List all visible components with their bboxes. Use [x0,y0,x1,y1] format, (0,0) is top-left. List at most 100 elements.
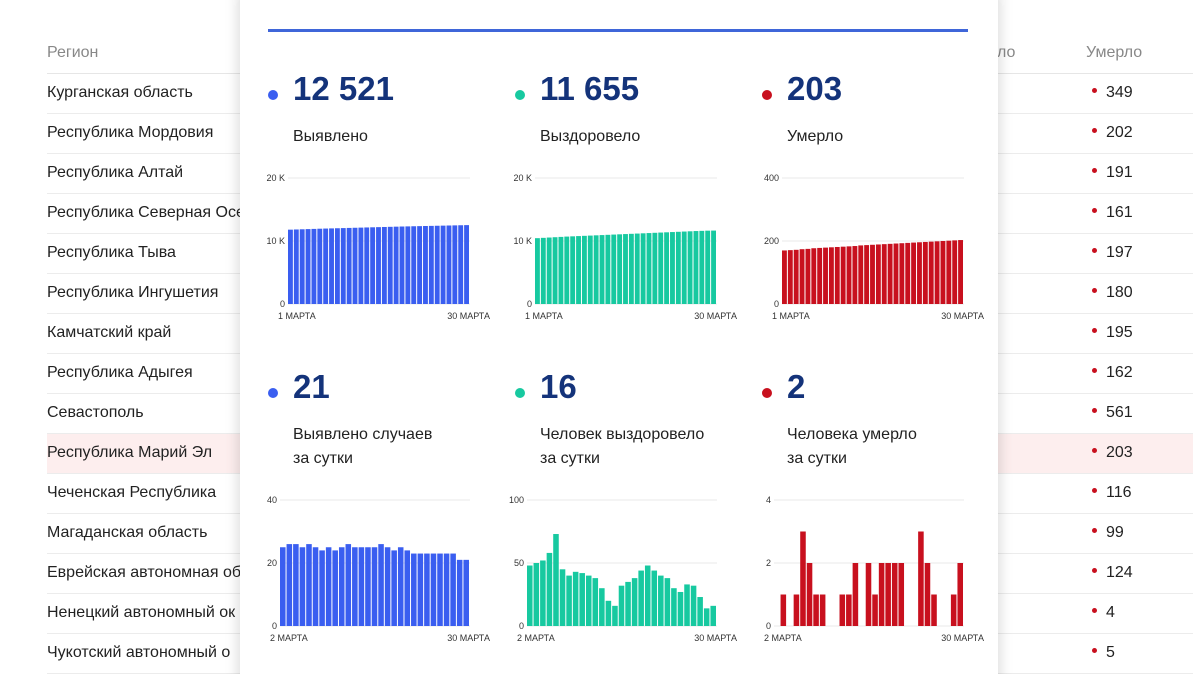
chart-bar[interactable] [464,225,469,304]
chart-bar[interactable] [319,550,325,626]
chart-bar[interactable] [675,231,681,304]
chart-bar[interactable] [703,608,710,626]
chart-bar[interactable] [443,553,450,626]
chart-bar[interactable] [658,575,664,626]
chart-bar[interactable] [553,534,559,626]
chart-bar[interactable] [806,563,813,626]
chart-bar[interactable] [646,233,652,304]
chart-bar[interactable] [437,553,443,626]
chart-bar[interactable] [430,553,437,626]
chart-bar[interactable] [687,231,693,304]
chart-bar[interactable] [579,573,585,626]
chart-bar[interactable] [710,605,716,626]
chart-bar[interactable] [952,240,958,304]
chart-bar[interactable] [458,225,464,304]
chart-bar[interactable] [450,553,456,626]
chart-bar[interactable] [787,250,793,304]
chart-bar[interactable] [581,235,587,304]
chart-bar[interactable] [527,565,533,626]
chart-bar[interactable] [424,553,430,626]
chart-bar[interactable] [381,226,387,304]
chart-bar[interactable] [428,225,434,304]
chart-bar[interactable] [345,544,352,626]
chart-bar[interactable] [899,243,905,304]
chart-bar[interactable] [887,243,893,304]
chart-bar[interactable] [599,588,605,626]
chart-bar[interactable] [711,230,716,304]
chart-bar[interactable] [813,594,819,627]
chart-bar[interactable] [306,544,312,626]
header-recovered[interactable]: ло [997,44,1016,61]
chart-bar[interactable] [558,236,564,304]
header-region[interactable]: Регион [47,44,99,61]
chart-bar[interactable] [423,226,428,304]
chart-bar[interactable] [288,229,293,304]
chart-bar[interactable] [358,547,365,626]
chart-bar[interactable] [640,233,646,304]
chart-bar[interactable] [370,227,376,304]
chart-bar[interactable] [293,544,299,626]
chart-bar[interactable] [611,234,617,304]
chart-bar[interactable] [652,232,658,304]
chart-bar[interactable] [875,244,881,304]
chart-bar[interactable] [885,563,891,626]
chart-bar[interactable] [690,585,697,626]
chart-bar[interactable] [950,594,957,627]
chart-bar[interactable] [311,228,317,304]
chart-bar[interactable] [799,249,805,304]
chart-bar[interactable] [651,570,658,626]
chart-bar[interactable] [593,235,599,304]
chart-bar[interactable] [917,242,922,304]
chart-bar[interactable] [684,584,690,626]
chart-bar[interactable] [570,236,576,304]
chart-bar[interactable] [334,228,340,304]
chart-bar[interactable] [793,249,799,304]
chart-bar[interactable] [705,230,711,304]
chart-bar[interactable] [846,594,852,627]
chart-bar[interactable] [346,227,352,304]
chart-bar[interactable] [846,246,852,304]
chart-bar[interactable] [391,550,397,626]
chart-bar[interactable] [805,248,811,304]
chart-bar[interactable] [852,246,858,304]
chart-bar[interactable] [870,244,875,304]
chart-bar[interactable] [305,229,311,304]
chart-bar[interactable] [540,237,546,304]
chart-bar[interactable] [352,547,358,626]
chart-bar[interactable] [552,237,558,304]
chart-bar[interactable] [317,228,323,304]
chart-bar[interactable] [540,560,546,626]
chart-bar[interactable] [852,563,859,626]
chart-bar[interactable] [625,581,631,626]
chart-bar[interactable] [397,547,404,626]
chart-bar[interactable] [928,241,934,304]
chart-bar[interactable] [417,553,424,626]
chart-bar[interactable] [664,232,670,304]
chart-bar[interactable] [384,547,391,626]
chart-bar[interactable] [533,563,540,626]
chart-bar[interactable] [564,236,570,304]
chart-bar[interactable] [780,594,787,627]
chart-bar[interactable] [878,563,885,626]
chart-bar[interactable] [864,245,870,304]
chart-bar[interactable] [440,225,446,304]
chart-bar[interactable] [699,230,705,304]
chart-bar[interactable] [293,229,299,304]
chart-bar[interactable] [338,547,345,626]
chart-bar[interactable] [922,241,928,304]
chart-bar[interactable] [905,242,911,304]
chart-bar[interactable] [671,588,677,626]
chart-bar[interactable] [839,594,846,627]
chart-bar[interactable] [881,244,887,304]
chart-bar[interactable] [587,235,593,304]
chart-bar[interactable] [585,575,592,626]
chart-bar[interactable] [658,232,664,304]
chart-bar[interactable] [417,226,423,304]
chart-bar[interactable] [592,578,599,626]
chart-bar[interactable] [819,594,826,627]
chart-bar[interactable] [599,235,605,304]
chart-bar[interactable] [623,234,628,304]
chart-bar[interactable] [332,550,338,626]
chart-bar[interactable] [280,547,286,626]
chart-bar[interactable] [924,563,931,626]
